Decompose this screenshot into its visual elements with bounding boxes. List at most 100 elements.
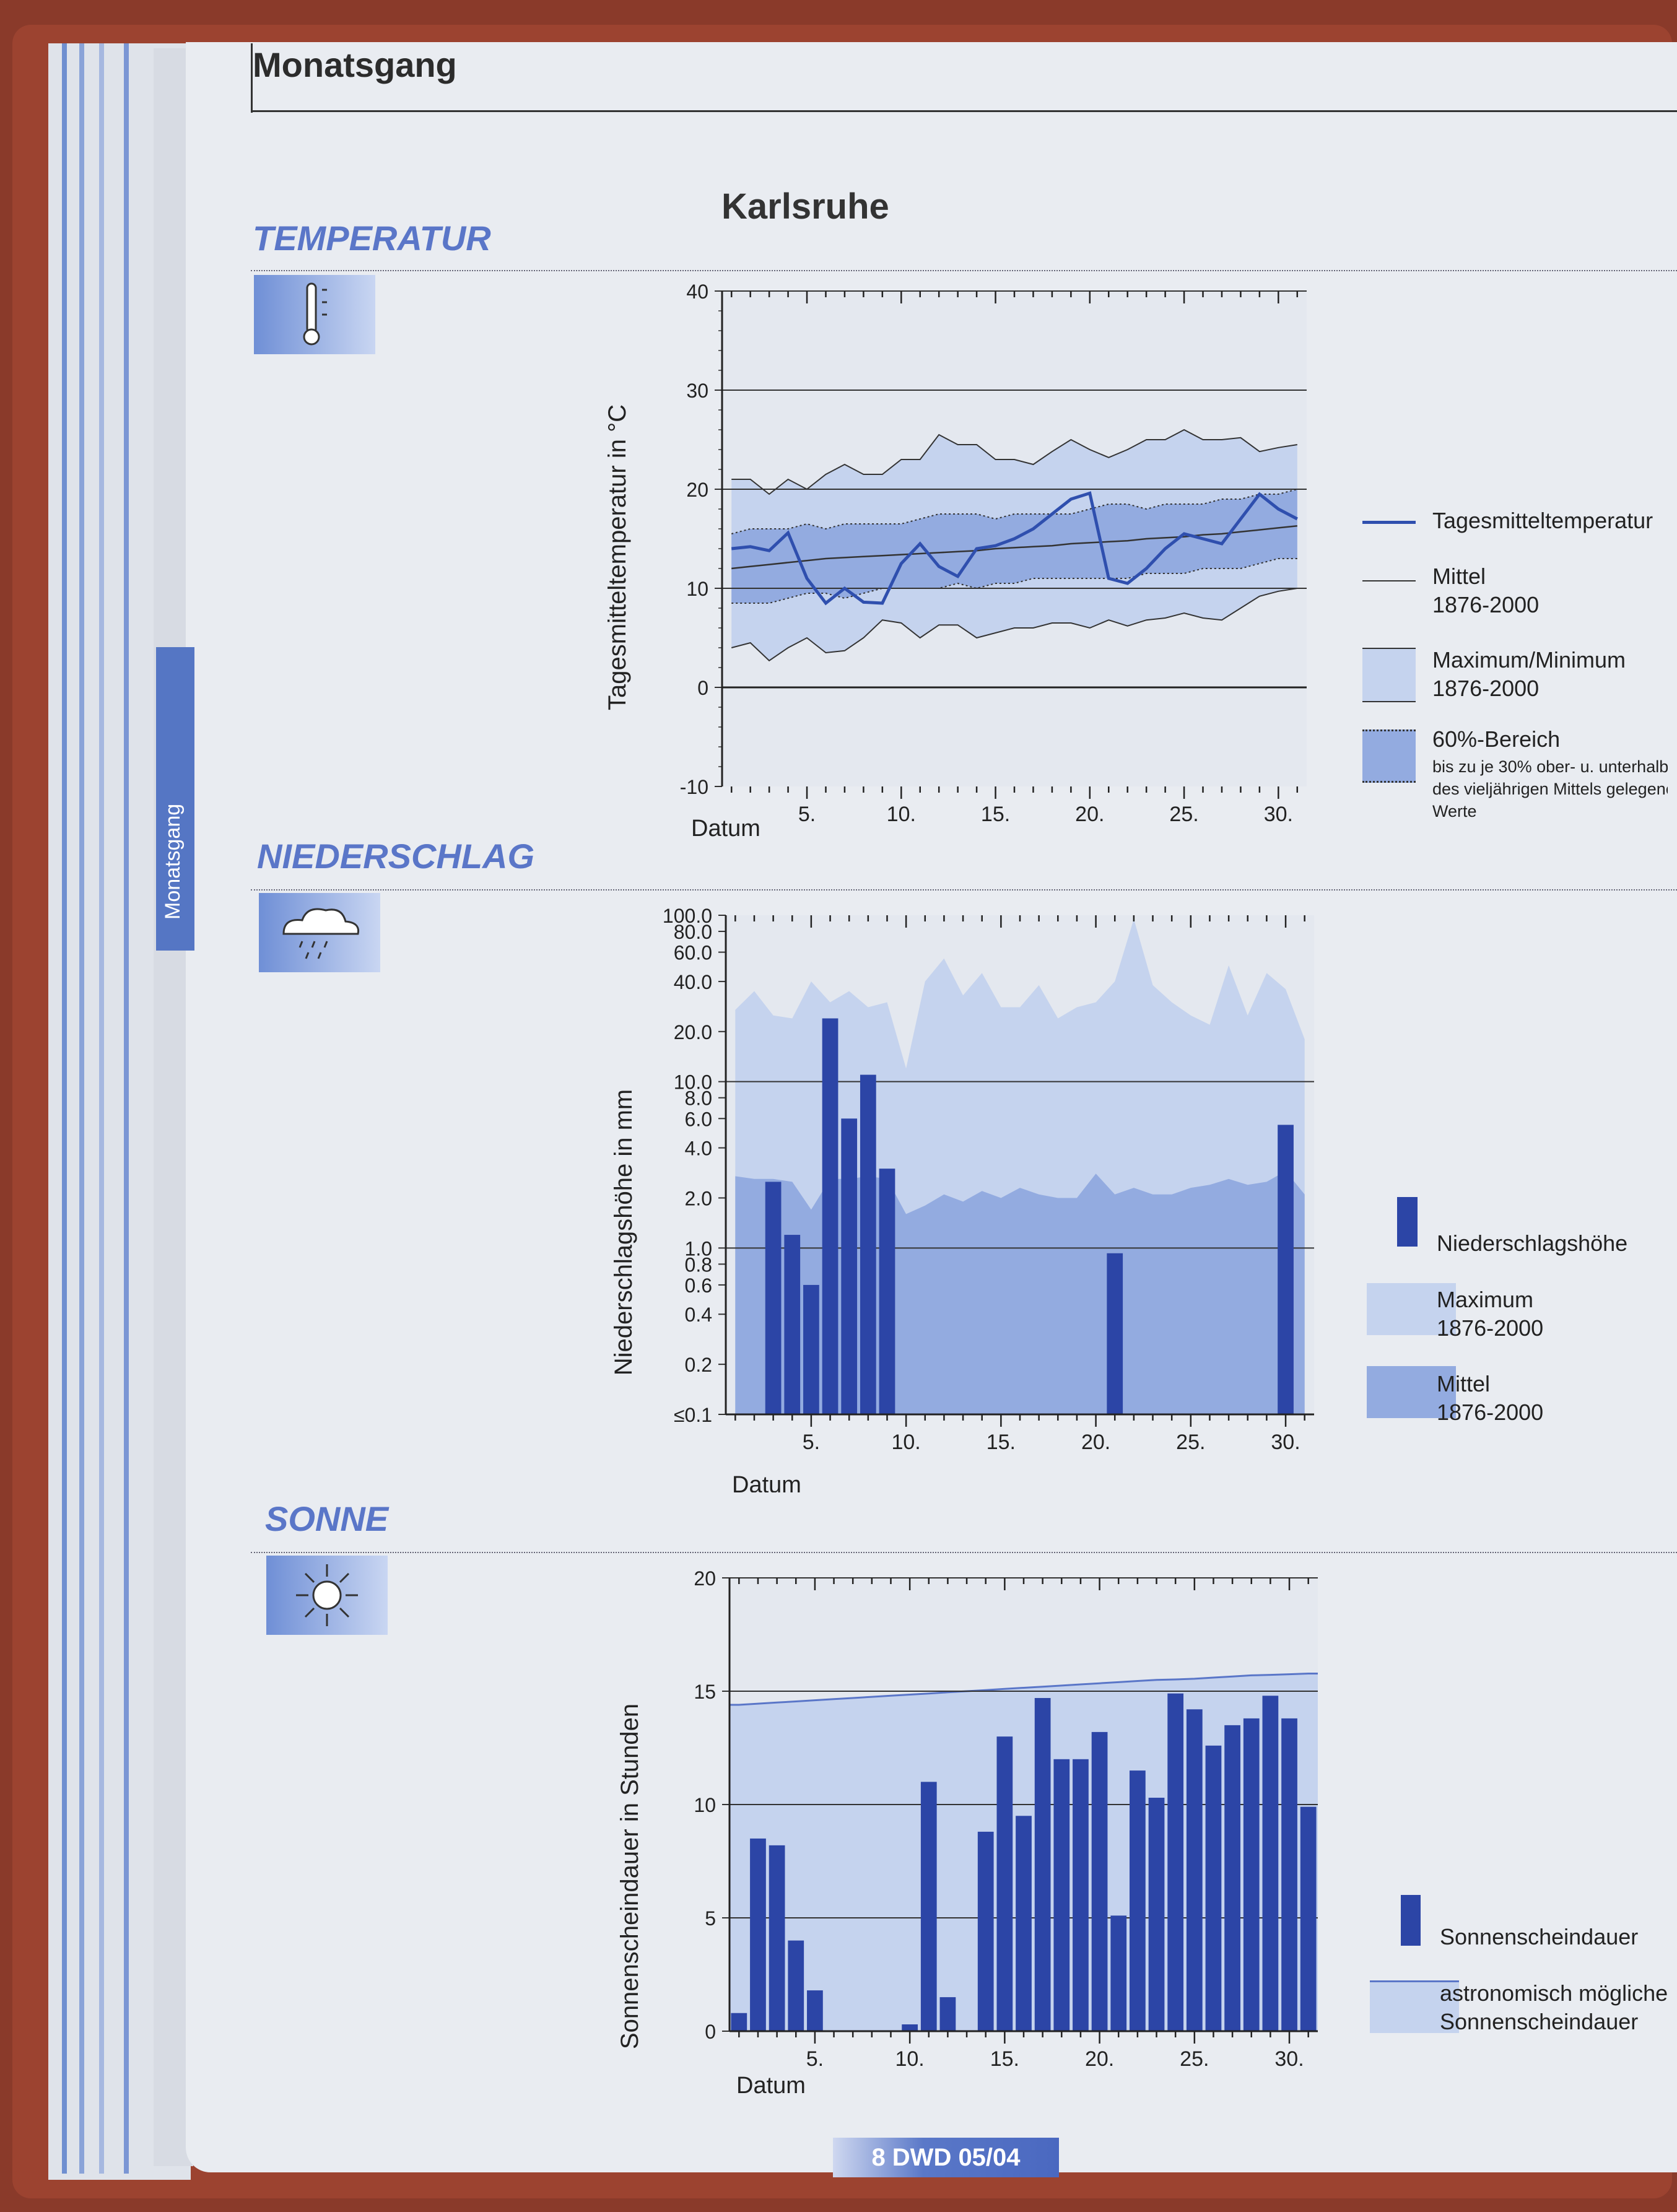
legend-mean: Mittel 1876-2000 [1432, 562, 1539, 619]
x-tick-label: 20. [1085, 2047, 1114, 2071]
sunshine-bar [769, 1845, 785, 2031]
legend-maxmin: Maximum/Minimum 1876-2000 [1432, 646, 1626, 703]
page-edge [99, 43, 104, 2174]
section-title-precipitation: NIEDERSCHLAG [257, 837, 535, 876]
x-tick-label: 10. [891, 1430, 920, 1454]
y-tick-label: 20 [694, 1567, 716, 1590]
y-tick-label: 4.0 [685, 1138, 712, 1160]
mean-line [731, 525, 1297, 570]
x-tick-label: 5. [806, 2047, 824, 2071]
x-tick-label: 30. [1271, 1430, 1300, 1454]
precipitation-bar [1278, 1125, 1294, 1414]
y-tick-label: 0 [705, 2021, 716, 2043]
legend-maxmin-line2: 1876-2000 [1432, 676, 1540, 701]
sunshine-bar [1243, 1718, 1260, 2031]
y-tick-label: 10 [694, 1794, 716, 1816]
y-tick-label: 0.4 [685, 1304, 712, 1326]
header-rule [251, 110, 1677, 112]
x-tick-label: 20. [1081, 1430, 1110, 1454]
sunshine-bar [1224, 1725, 1240, 2031]
sunshine-bar [1300, 1806, 1317, 2031]
legend-amount-swatch [1397, 1197, 1418, 1247]
y-tick-label: 80.0 [674, 921, 712, 943]
section-rule [251, 889, 1677, 890]
page-edge [79, 43, 84, 2174]
legend-astro-line1: astronomisch mögliche [1440, 1980, 1668, 2006]
precipitation-bar [1107, 1253, 1123, 1414]
y-tick-label: 40 [686, 281, 708, 303]
section-title-temperature: TEMPERATUR [253, 219, 491, 258]
sunshine-bar [1034, 1697, 1051, 2031]
y-tick-label: 0.6 [685, 1274, 712, 1297]
band-upper-line [731, 489, 1298, 534]
minimum-line [731, 588, 1297, 662]
legend-pmax-line1: Maximum [1437, 1287, 1534, 1312]
precipitation-bar [822, 1018, 838, 1414]
legend-pmean-line1: Mittel [1437, 1371, 1491, 1396]
sun-icon [266, 1556, 388, 1635]
legend-mean-line2: 1876-2000 [1432, 592, 1540, 617]
legend-maxmin-line1: Maximum/Minimum [1432, 647, 1626, 673]
y-tick-label: 0.8 [685, 1253, 712, 1276]
y-tick-label: 15 [694, 1681, 716, 1703]
precipitation-bar [860, 1074, 876, 1414]
x-tick-label: 15. [981, 803, 1010, 826]
sunshine-bar [902, 2024, 918, 2031]
x-tick-label: 20. [1075, 803, 1104, 826]
sunshine-bar [1205, 1745, 1222, 2031]
band-area [731, 489, 1297, 603]
sunshine-bar [750, 1838, 766, 2031]
maximum-line [731, 429, 1297, 495]
legend-pmax: Maximum 1876-2000 [1437, 1286, 1543, 1343]
sunshine-bar [1167, 1693, 1184, 2031]
sunshine-bar [1073, 1759, 1089, 2031]
y-tick-label: 30 [686, 380, 708, 402]
y-tick-label: 100.0 [663, 905, 712, 927]
y-tick-label: ≤0.1 [674, 1404, 712, 1426]
band-lower-line [731, 558, 1297, 604]
page-edge [62, 43, 67, 2174]
sunshine-bar [1053, 1759, 1070, 2031]
legend-pmean-swatch [1367, 1366, 1456, 1418]
y-axis-label: Niederschlagshöhe in mm [610, 1089, 637, 1375]
x-tick-label: 10. [887, 803, 916, 826]
sunshine-bar [1262, 1696, 1279, 2031]
legend-daily-swatch [1362, 521, 1416, 524]
y-axis-label: Sonnenscheindauer in Stunden [616, 1704, 643, 2049]
sunshine-bar [1130, 1770, 1146, 2031]
y-tick-label: 20 [686, 479, 708, 501]
y-tick-label: 1.0 [685, 1237, 712, 1260]
y-tick-label: 6.0 [685, 1108, 712, 1130]
section-rule [251, 270, 1677, 271]
y-tick-label: 5 [705, 1907, 716, 1930]
x-axis-label: Datum [691, 816, 760, 842]
daily-temperature-line [731, 491, 1298, 606]
legend-band-note3: Werte [1432, 802, 1477, 821]
legend-band-note1: bis zu je 30% ober- u. unterhalb [1432, 757, 1668, 776]
y-tick-label: -10 [680, 776, 708, 798]
section-rule [251, 1552, 1677, 1553]
city-title: Karlsruhe [721, 186, 889, 227]
x-tick-label: 25. [1176, 1430, 1205, 1454]
astro-line [730, 1673, 1318, 1706]
section-tab[interactable]: Monatsgang [156, 647, 194, 951]
x-tick-label: 30. [1264, 803, 1293, 826]
mean-area [735, 1171, 1305, 1414]
x-tick-label: 15. [990, 2047, 1019, 2071]
sunshine-bar [1091, 1731, 1108, 2031]
sunshine-chart: 0 5 10 15 20 5. 10. 15. 20. 25. 30. Sonnenscheinda… [616, 1567, 1318, 2099]
y-tick-label: 10 [686, 578, 708, 600]
y-tick-label: 20.0 [674, 1021, 712, 1043]
legend-mean-swatch [1362, 580, 1416, 581]
legend-pmean: Mittel 1876-2000 [1437, 1370, 1543, 1427]
legend-maxmin-swatch [1362, 648, 1416, 702]
page-edge [124, 43, 129, 2174]
rain-cloud-icon [259, 893, 380, 972]
sunshine-bar [920, 1782, 937, 2031]
legend-band-note: bis zu je 30% ober- u. unterhalb des viel… [1432, 755, 1668, 822]
sunshine-bar [807, 1990, 823, 2031]
legend-band-swatch [1362, 729, 1416, 783]
x-tick-label: 25. [1180, 2047, 1209, 2071]
legend-band: 60%-Bereich [1432, 726, 1561, 752]
precipitation-bar [879, 1169, 895, 1414]
